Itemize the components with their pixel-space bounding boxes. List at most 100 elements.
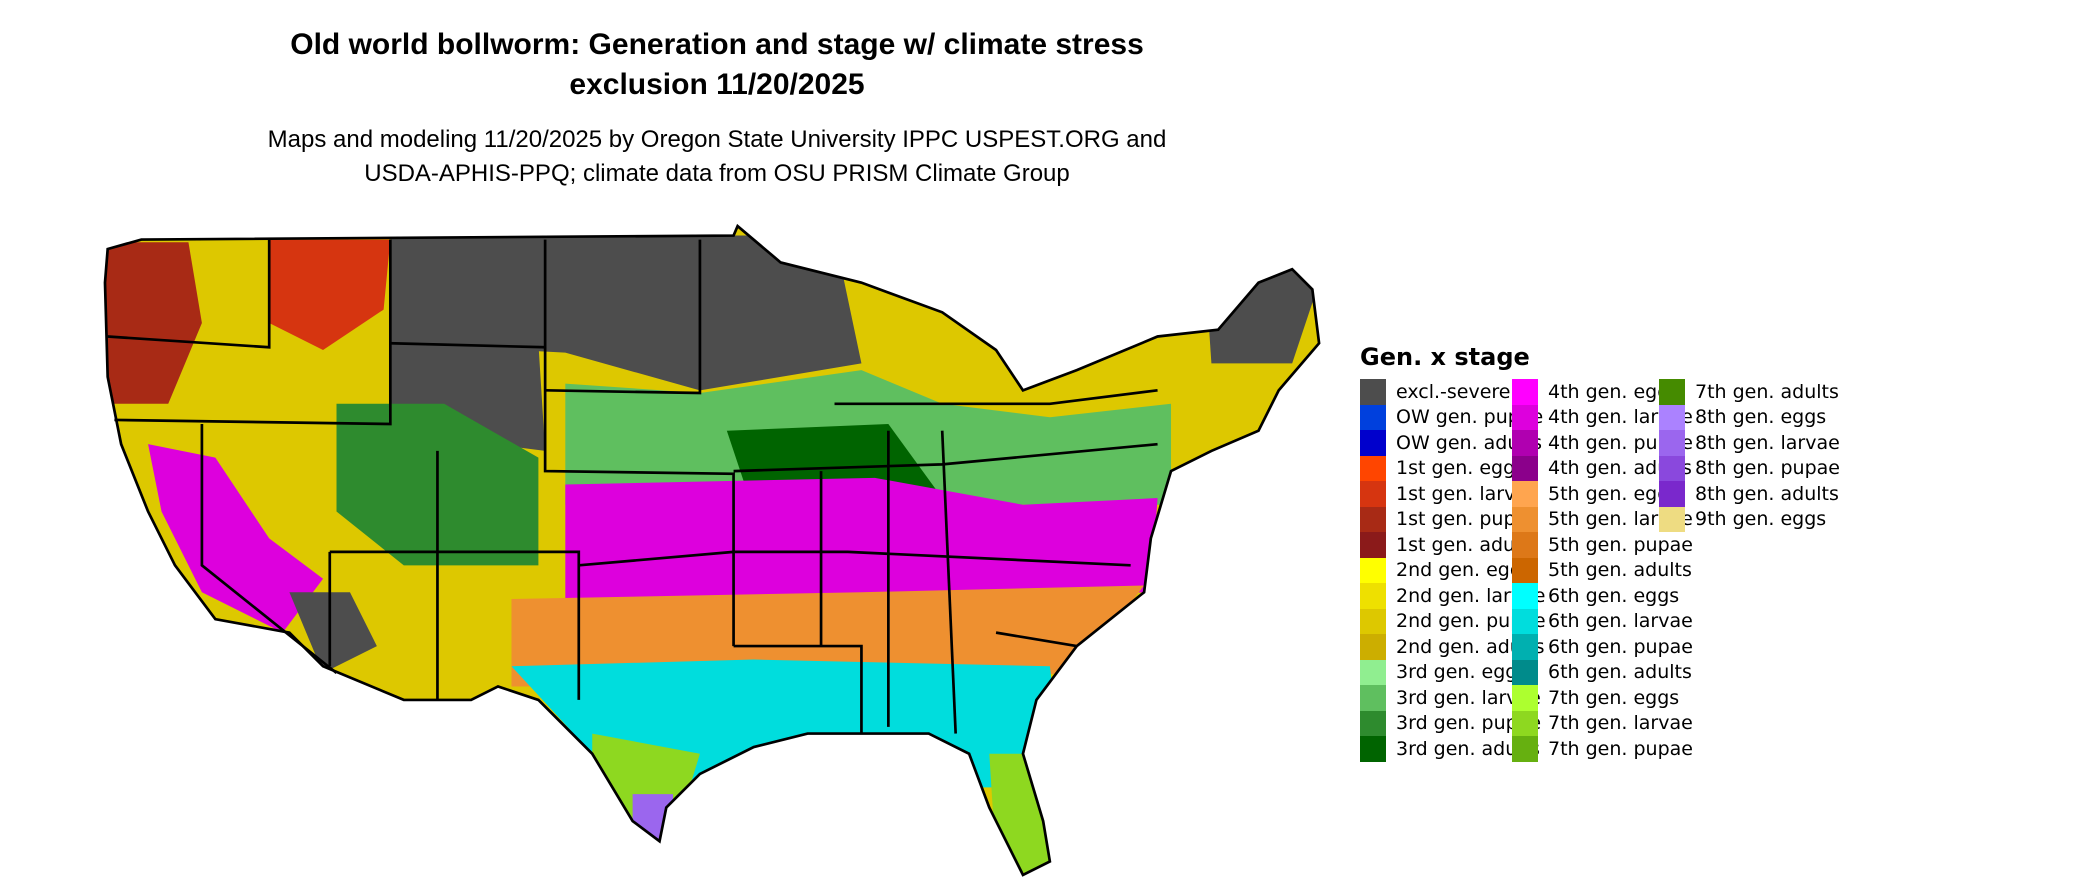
legend-item: 3rd gen. pupae	[1360, 710, 1542, 736]
legend-item: 7th gen. larvae	[1512, 710, 1693, 736]
legend-item: excl.-severe	[1360, 379, 1511, 405]
legend-swatch	[1512, 608, 1538, 634]
legend-label: 2nd gen. larvae	[1396, 584, 1546, 607]
legend-item: 1st gen. pupae	[1360, 506, 1539, 532]
legend-label: OW gen. adults	[1396, 431, 1543, 454]
legend-label: 5th gen. eggs	[1548, 482, 1680, 505]
legend-label: 7th gen. larvae	[1548, 712, 1693, 735]
legend-item: 5th gen. eggs	[1512, 481, 1679, 507]
legend-label: 7th gen. pupae	[1548, 737, 1693, 760]
legend-label: 2nd gen. eggs	[1396, 559, 1532, 582]
legend-swatch	[1360, 506, 1386, 532]
legend-swatch	[1360, 379, 1386, 405]
legend-item: 5th gen. larvae	[1512, 506, 1693, 532]
region-excluded-az	[289, 592, 377, 673]
legend-item: 5th gen. pupae	[1512, 532, 1693, 558]
legend-title: Gen. x stage	[1360, 343, 1530, 371]
legend-swatch	[1360, 710, 1386, 736]
legend-item: 4th gen. larvae	[1512, 404, 1693, 430]
legend-item: OW gen. adults	[1360, 430, 1542, 456]
legend-item: 1st gen. eggs	[1360, 455, 1526, 481]
legend-label: 6th gen. pupae	[1548, 635, 1693, 658]
legend-label: 1st gen. adults	[1396, 533, 1538, 556]
legend-item: 3rd gen. larvae	[1360, 685, 1541, 711]
legend-item: 8th gen. adults	[1659, 481, 1839, 507]
legend-label: 6th gen. larvae	[1548, 610, 1693, 633]
legend-item: 2nd gen. adults	[1360, 634, 1544, 660]
region-7th-gen-florida	[989, 753, 1064, 875]
legend-label: 8th gen. pupae	[1695, 457, 1840, 480]
state-boundaries	[103, 224, 1321, 877]
map-title-line1: Old world bollworm: Generation and stage…	[290, 28, 1144, 61]
region-8th-gen	[632, 794, 673, 848]
legend-swatch	[1512, 430, 1538, 456]
legend-swatch	[1512, 455, 1538, 481]
region-4th-gen	[565, 477, 1158, 620]
region-1st-gen-nw	[104, 242, 202, 404]
legend-label: 1st gen. larvae	[1396, 482, 1539, 505]
legend-item: 2nd gen. eggs	[1360, 557, 1532, 583]
legend-swatch	[1512, 634, 1538, 660]
legend-item: 6th gen. larvae	[1512, 608, 1693, 634]
legend-label: 5th gen. pupae	[1548, 533, 1693, 556]
legend-swatch	[1659, 430, 1685, 456]
legend-swatch	[1512, 506, 1538, 532]
legend-swatch	[1360, 634, 1386, 660]
legend-swatch	[1512, 659, 1538, 685]
legend-item: 9th gen. eggs	[1659, 506, 1826, 532]
legend-swatch	[1512, 685, 1538, 711]
legend-label: excl.-severe	[1396, 380, 1511, 403]
legend-swatch	[1360, 608, 1386, 634]
legend-item: 6th gen. eggs	[1512, 583, 1679, 609]
legend-label: 8th gen. larvae	[1695, 431, 1840, 454]
legend-swatch	[1512, 481, 1538, 507]
legend-swatch	[1360, 481, 1386, 507]
legend-label: 7th gen. eggs	[1548, 686, 1680, 709]
legend-swatch	[1659, 506, 1685, 532]
legend-item: 7th gen. adults	[1659, 379, 1839, 405]
map-subtitle-line2: USDA-APHIS-PPQ; climate data from OSU PR…	[364, 160, 1070, 187]
legend-swatch	[1512, 404, 1538, 430]
region-4th-gen-sw	[148, 444, 324, 633]
legend-swatch	[1659, 404, 1685, 430]
legend-swatch	[1360, 685, 1386, 711]
region-1st-gen-mt	[269, 239, 391, 350]
legend-swatch	[1512, 710, 1538, 736]
legend-label: 4th gen. larvae	[1548, 406, 1693, 429]
legend-item: 3rd gen. eggs	[1360, 659, 1528, 685]
legend-item: 5th gen. adults	[1512, 557, 1692, 583]
legend-swatch	[1659, 481, 1685, 507]
legend-label: 4th gen. adults	[1548, 457, 1692, 480]
legend-label: 3rd gen. adults	[1396, 737, 1540, 760]
legend-label: 7th gen. adults	[1695, 380, 1839, 403]
legend-label: 2nd gen. adults	[1396, 635, 1545, 658]
legend-swatch	[1360, 583, 1386, 609]
legend-label: 3rd gen. eggs	[1396, 661, 1528, 684]
legend-label: 6th gen. adults	[1548, 661, 1692, 684]
legend-label: 8th gen. adults	[1695, 482, 1839, 505]
legend-item: 7th gen. pupae	[1512, 736, 1693, 762]
legend-label: 4th gen. eggs	[1548, 380, 1680, 403]
legend-item: 7th gen. eggs	[1512, 685, 1679, 711]
region-6th-gen	[511, 659, 1064, 788]
legend-item: OW gen. pupae	[1360, 404, 1543, 430]
legend-label: 5th gen. larvae	[1548, 508, 1693, 531]
region-5th-gen	[511, 585, 1145, 687]
legend-label: 6th gen. eggs	[1548, 584, 1680, 607]
legend-swatch	[1512, 583, 1538, 609]
legend-swatch	[1360, 404, 1386, 430]
legend-item: 4th gen. pupae	[1512, 430, 1693, 456]
legend-swatch	[1360, 736, 1386, 762]
legend-label: 3rd gen. pupae	[1396, 712, 1542, 735]
legend-item: 8th gen. larvae	[1659, 430, 1840, 456]
legend-swatch	[1360, 430, 1386, 456]
legend-label: 8th gen. eggs	[1695, 406, 1827, 429]
us-map	[103, 224, 1321, 877]
legend-swatch	[1512, 557, 1538, 583]
legend-swatch	[1512, 532, 1538, 558]
legend-label: 3rd gen. larvae	[1396, 686, 1541, 709]
legend-label: 1st gen. eggs	[1396, 457, 1526, 480]
legend-swatch	[1360, 532, 1386, 558]
legend-swatch	[1360, 557, 1386, 583]
legend-item: 2nd gen. larvae	[1360, 583, 1545, 609]
